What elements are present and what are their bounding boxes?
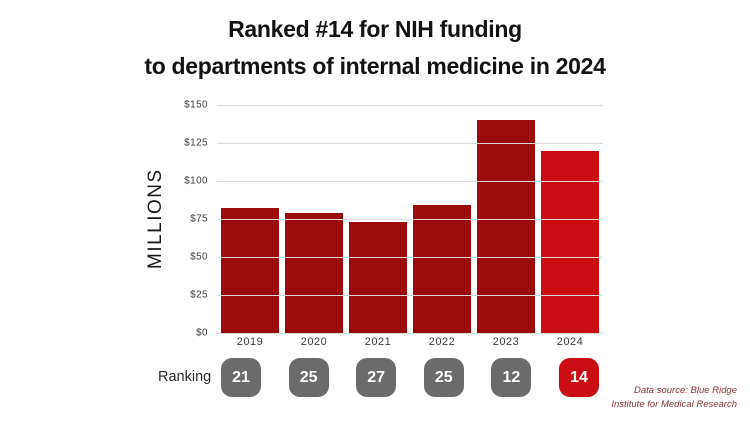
x-tick-label-2023: 2023 [492,336,520,348]
bar-2023 [477,120,535,333]
gridline-150 [217,105,603,106]
data-source-line2: Institute for Medical Research [611,399,737,410]
bar-2020 [285,212,343,333]
y-tick-label: $100 [184,175,208,187]
gridline-25 [217,295,603,296]
bar-2021 [349,222,407,333]
chart-title: Ranked #14 for NIH funding to department… [0,11,750,85]
y-tick-label: $150 [184,99,208,111]
x-tick-label-2024: 2024 [556,336,584,348]
gridline-75 [217,219,603,220]
y-tick-label: $25 [190,289,208,301]
x-tick-label-2020: 2020 [300,336,328,348]
gridline-0 [217,333,603,334]
bar-2024 [541,150,599,333]
plot-area: $0 $25 $50 $75 $100 $125 $150 [184,100,603,339]
ranking-badge-2023: 12 [491,358,532,397]
x-tick-label-2021: 2021 [364,336,392,348]
chart-title-line2: to departments of internal medicine in 2… [144,53,606,79]
bar-2019 [221,208,279,333]
x-axis-labels: 2019 2020 2021 2022 2023 2024 [217,336,603,348]
y-tick-label: $0 [196,327,208,339]
ranking-badge-2019: 21 [221,358,261,397]
data-source-note: Data source: Blue Ridge Institute for Me… [611,384,737,412]
gridline-100 [217,181,603,182]
ranking-badge-2021: 27 [356,358,397,397]
y-tick-label: $75 [190,213,208,225]
y-tick-label: $125 [184,137,208,149]
ranking-row-label: Ranking [158,369,212,385]
x-tick-label-2022: 2022 [428,336,456,348]
bars [217,105,603,333]
x-tick-label-2019: 2019 [236,336,264,348]
y-axis-title: MILLIONS [145,168,166,270]
ranking-badge-2022: 25 [423,358,464,397]
data-source-line1: Data source: Blue Ridge [634,385,737,396]
y-tick-label: $50 [190,251,208,263]
gridline-125 [217,143,603,144]
ranking-badges: 21 25 27 25 12 14 [217,358,603,397]
ranking-badge-2024: 14 [558,358,599,397]
ranking-badge-2020: 25 [288,358,329,397]
bar-2022 [413,205,471,333]
chart-title-line1: Ranked #14 for NIH funding [228,16,522,42]
gridline-50 [217,257,603,258]
